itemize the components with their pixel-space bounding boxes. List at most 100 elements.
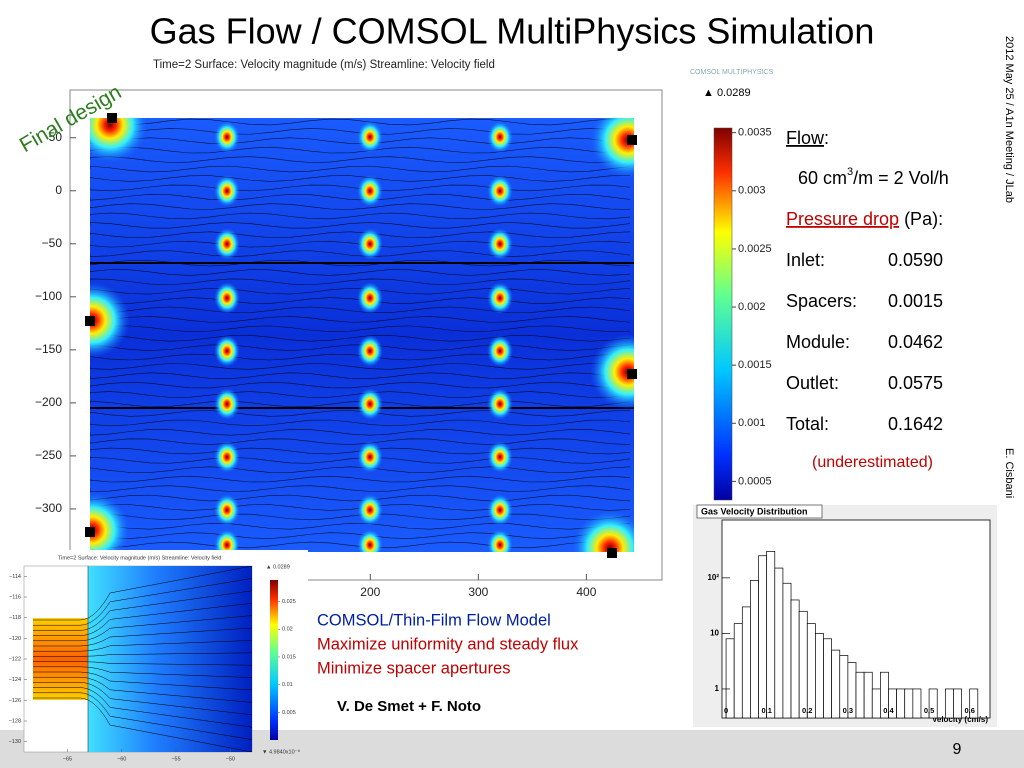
histogram-bin	[896, 688, 906, 719]
inset-y-tick-label: −114	[9, 574, 21, 580]
spacer-hotspot	[487, 121, 513, 153]
streamline	[90, 306, 631, 314]
colorbar-tick-label: 0.003	[738, 185, 766, 197]
inset-colorbar-label: 0.025	[282, 599, 296, 605]
histogram-bin	[798, 610, 808, 719]
y-tick-label: −200	[35, 395, 62, 409]
histogram-panel: Gas Velocity Distribution Velocity (cm/s…	[693, 504, 997, 727]
streamline	[90, 297, 631, 304]
inset-y-tick-label: −128	[9, 718, 21, 724]
streamline	[90, 429, 631, 436]
streamline	[90, 137, 631, 144]
streamline	[90, 287, 631, 295]
streamline	[90, 438, 631, 445]
streamline	[90, 250, 631, 257]
inset-streamline	[33, 590, 252, 631]
inset-streamline	[33, 692, 252, 740]
pressure-unit: (Pa):	[899, 209, 943, 229]
inset-streamline	[33, 682, 252, 716]
inset-x-tick-label: −55	[171, 756, 180, 762]
pressure-line: Pressure drop (Pa):	[786, 209, 943, 229]
streamline	[90, 146, 631, 154]
row-value: 0.0575	[888, 373, 943, 393]
spacer-hotspot	[487, 441, 513, 473]
spacer-hotspot	[357, 529, 383, 552]
port	[107, 113, 117, 123]
streamline	[90, 118, 631, 126]
port	[85, 316, 95, 326]
streamline	[90, 269, 631, 276]
flow-value: 60 cm3/m = 2 Vol/h	[798, 166, 949, 188]
inset-streamline	[33, 661, 252, 666]
inset-streamline	[33, 566, 252, 621]
flow-label: Flow	[786, 128, 825, 148]
streamline	[90, 353, 631, 361]
port-hotspot	[90, 282, 130, 358]
histogram-bin	[806, 623, 816, 719]
port-hotspot	[590, 334, 634, 410]
streamline	[90, 240, 631, 248]
spacer-hotspot	[357, 121, 383, 153]
spacer-hotspot	[357, 228, 383, 260]
row-label: Module:	[786, 332, 850, 352]
colorbar-tick-label: 0.0005	[738, 475, 772, 487]
streamline	[90, 523, 631, 530]
inset-streamline	[33, 697, 252, 752]
streamline	[90, 410, 631, 417]
y-tick-label: 0	[55, 183, 62, 197]
spacer-hotspot	[214, 335, 240, 367]
inset-colorbar-label: 0.005	[282, 710, 296, 716]
caption-goal: Maximize uniformity and steady flux	[317, 635, 579, 653]
streamline	[90, 475, 631, 483]
inset-streamline	[33, 640, 252, 652]
inset-y-tick-label: −122	[9, 656, 21, 662]
inset-streamline	[33, 671, 252, 691]
streamline	[90, 165, 631, 173]
y-tick-label: 50	[49, 130, 63, 144]
streamline	[90, 372, 631, 379]
inset-x-tick-label: −60	[117, 756, 126, 762]
x-tick-label: 0.5	[924, 706, 934, 715]
histogram-title: Gas Velocity Distribution	[701, 506, 808, 516]
streamline	[90, 447, 631, 455]
inset-streamline	[33, 627, 252, 647]
caption-authors: V. De Smet + F. Noto	[337, 698, 481, 715]
note: (underestimated)	[812, 454, 933, 471]
inset-y-tick-label: −118	[9, 615, 21, 621]
x-tick-label: 0.2	[802, 706, 812, 715]
inset-plot: Time=2 Surface: Velocity magnitude (m/s)…	[0, 550, 308, 762]
histogram-bin	[823, 638, 832, 719]
histogram-bin	[766, 550, 776, 719]
row-value: 0.1642	[888, 414, 943, 434]
spacer-hotspot	[214, 441, 240, 473]
y-tick-label: −250	[35, 448, 62, 462]
spacer-hotspot	[357, 441, 383, 473]
streamline	[90, 128, 631, 135]
spacer-hotspot	[357, 335, 383, 367]
spacer-hotspot	[357, 388, 383, 420]
streamline	[90, 212, 631, 220]
spacer-hotspot	[487, 282, 513, 314]
port	[85, 527, 95, 537]
histogram-bin	[741, 606, 751, 719]
streamline	[90, 222, 631, 229]
histogram-bin	[969, 688, 979, 719]
inset-streamline	[33, 652, 252, 657]
page-number: 9	[953, 741, 962, 758]
author-side: E. Cisbani	[1003, 448, 1015, 498]
streamline	[90, 203, 631, 210]
streamline	[90, 457, 631, 464]
streamline	[90, 335, 631, 342]
inset-colorbar	[270, 580, 278, 740]
inset-streamline	[33, 676, 252, 703]
max-label: ▲ 0.0289	[703, 87, 751, 99]
histogram-bin	[790, 599, 800, 719]
streamline	[90, 532, 631, 539]
histogram-bin	[782, 582, 792, 719]
histogram-bin	[815, 633, 824, 719]
inset-streamline	[33, 578, 252, 626]
inset-y-tick-label: −124	[9, 677, 21, 683]
y-tick-label: −100	[35, 289, 62, 303]
histogram-bin	[871, 688, 881, 719]
streamline	[90, 541, 631, 549]
